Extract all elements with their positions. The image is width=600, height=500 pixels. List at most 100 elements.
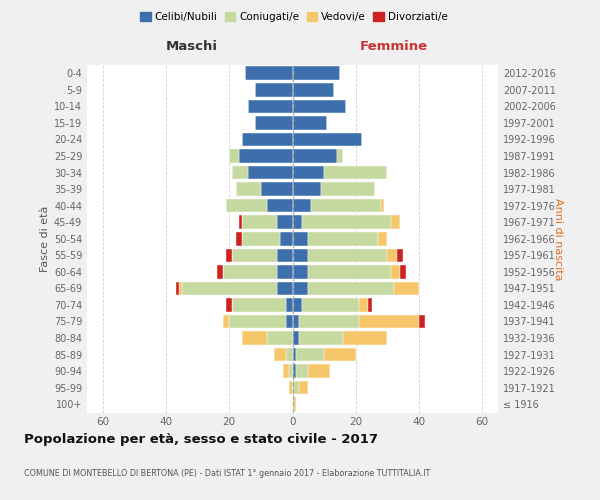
- Bar: [226, 248, 232, 262]
- Bar: [302, 216, 391, 229]
- Bar: [308, 248, 388, 262]
- Bar: [311, 199, 381, 212]
- Text: COMUNE DI MONTEBELLO DI BERTONA (PE) - Dati ISTAT 1° gennaio 2017 - Elaborazione: COMUNE DI MONTEBELLO DI BERTONA (PE) - D…: [24, 469, 430, 478]
- Bar: [242, 232, 280, 245]
- Bar: [274, 348, 286, 362]
- Bar: [324, 166, 388, 179]
- Text: Popolazione per età, sesso e stato civile - 2017: Popolazione per età, sesso e stato civil…: [24, 432, 378, 446]
- Bar: [293, 216, 302, 229]
- Bar: [397, 248, 403, 262]
- Bar: [293, 282, 308, 295]
- Bar: [232, 248, 277, 262]
- Bar: [378, 232, 388, 245]
- Bar: [299, 332, 343, 345]
- Bar: [296, 364, 308, 378]
- Legend: Celibi/Nubili, Coniugati/e, Vedovi/e, Divorziati/e: Celibi/Nubili, Coniugati/e, Vedovi/e, Di…: [136, 8, 452, 26]
- Bar: [232, 298, 286, 312]
- Bar: [394, 282, 419, 295]
- Bar: [223, 265, 277, 278]
- Bar: [391, 265, 400, 278]
- Bar: [359, 298, 368, 312]
- Y-axis label: Fasce di età: Fasce di età: [40, 206, 50, 272]
- Bar: [308, 265, 391, 278]
- Bar: [293, 182, 321, 196]
- Bar: [277, 265, 293, 278]
- Bar: [293, 232, 308, 245]
- Bar: [299, 381, 308, 394]
- Bar: [299, 314, 359, 328]
- Bar: [293, 248, 308, 262]
- Bar: [242, 216, 277, 229]
- Bar: [296, 348, 324, 362]
- Bar: [286, 314, 293, 328]
- Bar: [293, 398, 296, 411]
- Bar: [293, 199, 311, 212]
- Bar: [308, 282, 394, 295]
- Bar: [267, 332, 293, 345]
- Bar: [254, 116, 293, 130]
- Bar: [289, 364, 293, 378]
- Bar: [321, 182, 375, 196]
- Bar: [236, 232, 242, 245]
- Bar: [223, 314, 229, 328]
- Bar: [391, 216, 400, 229]
- Bar: [236, 182, 261, 196]
- Bar: [293, 265, 308, 278]
- Bar: [293, 116, 327, 130]
- Bar: [293, 66, 340, 80]
- Bar: [277, 216, 293, 229]
- Bar: [359, 314, 419, 328]
- Bar: [277, 282, 293, 295]
- Y-axis label: Anni di nascita: Anni di nascita: [553, 198, 563, 280]
- Bar: [217, 265, 223, 278]
- Bar: [226, 298, 232, 312]
- Bar: [267, 199, 293, 212]
- Bar: [286, 298, 293, 312]
- Bar: [182, 282, 277, 295]
- Bar: [293, 83, 334, 96]
- Bar: [368, 298, 371, 312]
- Bar: [308, 364, 331, 378]
- Bar: [248, 166, 293, 179]
- Bar: [293, 348, 296, 362]
- Bar: [308, 232, 378, 245]
- Bar: [293, 100, 346, 113]
- Bar: [239, 149, 293, 163]
- Bar: [388, 248, 397, 262]
- Bar: [419, 314, 425, 328]
- Bar: [293, 332, 299, 345]
- Bar: [286, 348, 293, 362]
- Bar: [248, 100, 293, 113]
- Bar: [293, 149, 337, 163]
- Bar: [226, 199, 267, 212]
- Bar: [293, 381, 299, 394]
- Bar: [293, 132, 362, 146]
- Bar: [293, 298, 302, 312]
- Bar: [254, 83, 293, 96]
- Bar: [242, 332, 267, 345]
- Bar: [232, 166, 248, 179]
- Bar: [277, 248, 293, 262]
- Bar: [293, 314, 299, 328]
- Bar: [283, 364, 289, 378]
- Bar: [261, 182, 293, 196]
- Text: Femmine: Femmine: [359, 40, 428, 54]
- Bar: [324, 348, 356, 362]
- Bar: [176, 282, 179, 295]
- Bar: [381, 199, 384, 212]
- Bar: [245, 66, 293, 80]
- Bar: [289, 381, 293, 394]
- Bar: [400, 265, 406, 278]
- Bar: [343, 332, 388, 345]
- Bar: [337, 149, 343, 163]
- Bar: [242, 132, 293, 146]
- Bar: [179, 282, 182, 295]
- Bar: [280, 232, 293, 245]
- Bar: [293, 166, 324, 179]
- Text: Maschi: Maschi: [166, 40, 217, 54]
- Bar: [302, 298, 359, 312]
- Bar: [229, 149, 239, 163]
- Bar: [293, 364, 296, 378]
- Bar: [229, 314, 286, 328]
- Bar: [239, 216, 242, 229]
